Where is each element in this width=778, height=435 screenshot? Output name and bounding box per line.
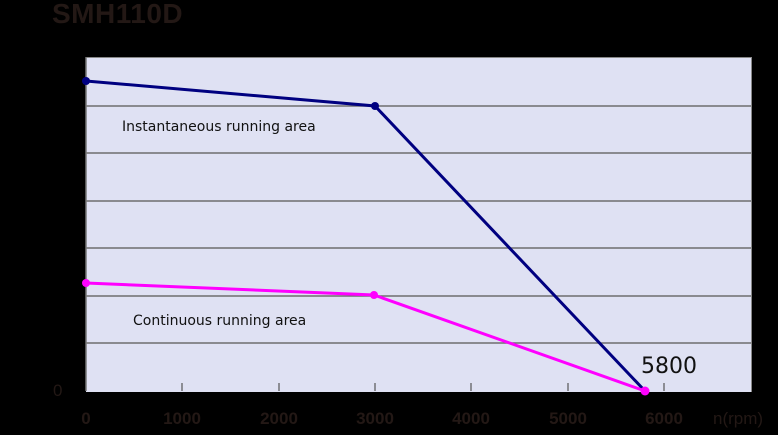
- x-tick-6000: 6000: [645, 409, 683, 428]
- chart-title: SMH110D: [52, 0, 184, 29]
- x-axis-unit-label: n(rpm): [713, 409, 764, 428]
- x-tick-2000: 2000: [260, 409, 298, 428]
- max-speed-annotation: 5800: [641, 354, 697, 379]
- gridlines: [86, 105, 751, 344]
- x-tick-1000: 1000: [163, 409, 201, 428]
- x-tick-4000: 4000: [452, 409, 490, 428]
- continuous-series-line: [85, 281, 646, 393]
- x-tick-5000: 5000: [549, 409, 587, 428]
- instantaneous-area-label: Instantaneous running area: [122, 119, 316, 135]
- continuous-series-markers: [82, 279, 650, 396]
- y-tick-0: 0: [53, 381, 63, 400]
- x-tick-3000: 3000: [356, 409, 394, 428]
- x-ticks: [181, 383, 665, 391]
- x-tick-0: 0: [81, 409, 91, 428]
- instantaneous-series-markers: [82, 77, 379, 110]
- continuous-area-label: Continuous running area: [133, 313, 307, 329]
- plot-area: [86, 57, 752, 392]
